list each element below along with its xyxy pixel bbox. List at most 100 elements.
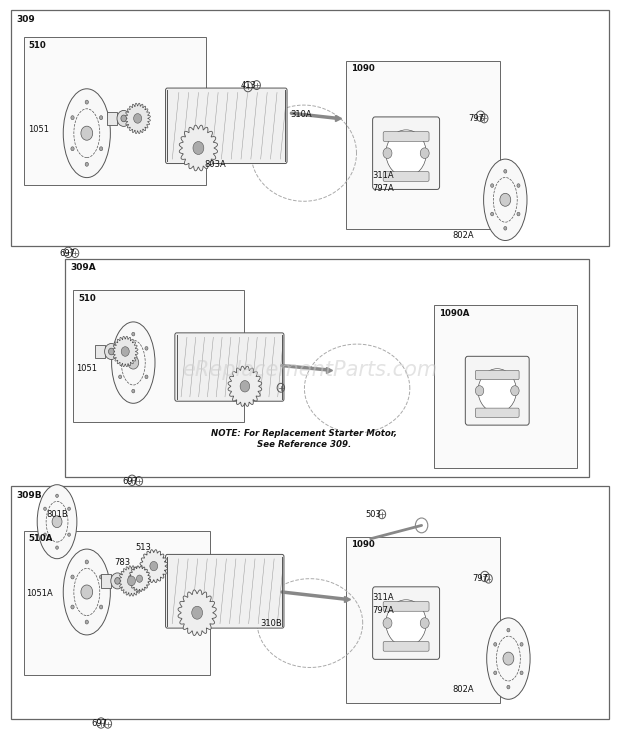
FancyBboxPatch shape [11,486,609,719]
Circle shape [71,605,74,609]
Circle shape [520,642,523,646]
Circle shape [99,147,103,151]
Ellipse shape [386,130,427,176]
Circle shape [85,620,89,624]
Circle shape [517,212,520,216]
Circle shape [476,386,484,396]
Circle shape [494,671,497,675]
Text: 802A: 802A [453,231,474,240]
Circle shape [85,162,89,166]
Text: 311A: 311A [372,593,394,602]
Ellipse shape [386,599,427,647]
Text: 309B: 309B [16,491,42,500]
Circle shape [68,507,71,511]
Text: 311A: 311A [372,171,394,180]
Text: 510A: 510A [29,534,53,543]
Circle shape [71,115,74,120]
Circle shape [507,628,510,632]
Circle shape [118,346,122,350]
FancyBboxPatch shape [346,536,500,703]
Circle shape [128,576,135,585]
Circle shape [118,375,122,379]
Circle shape [85,560,89,564]
Ellipse shape [112,322,155,403]
Circle shape [43,507,46,511]
Circle shape [43,533,46,536]
Polygon shape [113,336,138,367]
Circle shape [383,618,392,628]
FancyBboxPatch shape [73,290,244,422]
Text: 797: 797 [468,114,484,123]
Text: 1090A: 1090A [439,309,469,317]
Circle shape [134,114,141,123]
Circle shape [145,375,148,379]
Polygon shape [129,566,150,591]
Text: 1051: 1051 [76,364,97,373]
Circle shape [490,184,494,187]
Circle shape [122,347,129,356]
Polygon shape [179,125,218,171]
Circle shape [111,573,124,589]
FancyBboxPatch shape [175,333,284,401]
Text: 309: 309 [16,15,35,24]
Text: 309A: 309A [70,263,96,272]
Circle shape [81,127,93,141]
FancyBboxPatch shape [65,259,589,477]
FancyBboxPatch shape [346,61,500,229]
Circle shape [511,386,519,396]
Circle shape [71,575,74,579]
Text: 797A: 797A [372,606,394,615]
FancyBboxPatch shape [383,172,429,181]
Circle shape [520,671,523,675]
Text: 697: 697 [123,477,139,485]
Circle shape [504,169,507,173]
Bar [100,574,111,588]
Circle shape [85,100,89,104]
Circle shape [108,349,114,354]
Circle shape [490,212,494,216]
Circle shape [240,380,250,392]
Ellipse shape [487,618,530,699]
FancyBboxPatch shape [373,587,440,659]
Circle shape [68,533,71,536]
Circle shape [81,585,93,599]
Circle shape [121,115,126,121]
Circle shape [56,494,58,497]
Text: NOTE: For Replacement Starter Motor,
See Reference 309.: NOTE: For Replacement Starter Motor, See… [211,429,397,448]
Text: 1051A: 1051A [26,589,53,598]
FancyBboxPatch shape [166,554,284,628]
Polygon shape [178,590,216,636]
Polygon shape [140,550,167,582]
Bar [94,345,105,358]
Text: eReplacementParts.com: eReplacementParts.com [182,360,438,380]
FancyBboxPatch shape [24,531,210,675]
Circle shape [105,343,118,360]
Circle shape [136,575,143,582]
FancyBboxPatch shape [11,10,609,246]
FancyBboxPatch shape [465,356,529,425]
Circle shape [500,193,511,206]
Circle shape [117,110,130,127]
Circle shape [383,148,392,158]
Text: 310A: 310A [290,110,312,119]
Text: 801B: 801B [46,510,68,519]
Text: 803A: 803A [205,160,226,169]
Polygon shape [228,366,262,406]
Ellipse shape [63,89,110,178]
Circle shape [193,141,204,155]
Circle shape [99,115,103,120]
FancyBboxPatch shape [476,408,519,417]
Text: 697: 697 [59,249,75,258]
FancyBboxPatch shape [24,37,206,185]
Circle shape [115,577,120,585]
Ellipse shape [484,159,527,240]
Circle shape [504,226,507,230]
Circle shape [192,606,203,619]
Ellipse shape [37,485,77,559]
Circle shape [145,346,148,350]
Ellipse shape [63,549,110,635]
Circle shape [99,605,103,609]
Text: 797A: 797A [372,184,394,193]
Text: 1090: 1090 [351,540,374,549]
FancyBboxPatch shape [434,305,577,468]
